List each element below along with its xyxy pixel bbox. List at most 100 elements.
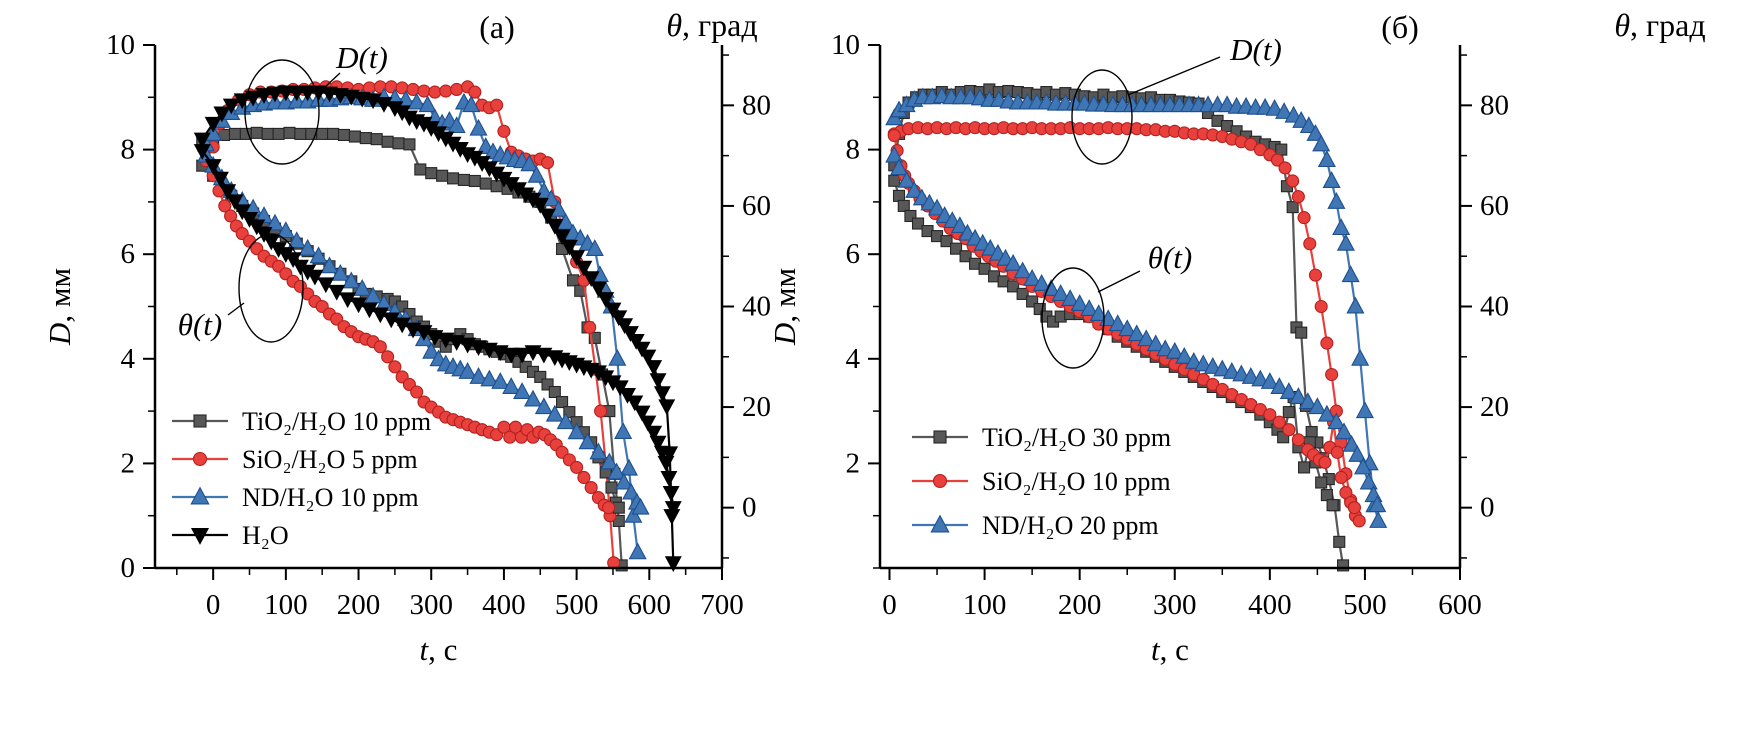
triangle-up-marker xyxy=(534,397,553,415)
triangle-up-marker xyxy=(1118,319,1137,337)
triangle-up-marker xyxy=(309,246,328,264)
triangle-up-marker xyxy=(1213,359,1232,377)
triangle-up-marker xyxy=(1317,150,1336,168)
circle-marker xyxy=(1330,445,1344,459)
x-tick-label: 200 xyxy=(337,589,381,621)
triangle-up-marker xyxy=(607,462,626,480)
circle-marker xyxy=(584,480,598,495)
triangle-up-marker xyxy=(1275,102,1294,119)
triangle-up-marker xyxy=(1342,434,1361,452)
triangle-up-marker xyxy=(1232,364,1251,382)
triangle-up-marker xyxy=(407,92,426,110)
circle-marker xyxy=(218,199,232,213)
circle-marker xyxy=(583,320,597,334)
triangle-down-marker xyxy=(597,292,615,308)
triangle-down-marker xyxy=(589,281,607,298)
triangle-up-marker xyxy=(1146,334,1165,352)
y-left-tick-label: 4 xyxy=(121,343,136,375)
circle-marker xyxy=(1282,423,1296,437)
circle-marker xyxy=(224,209,238,223)
circle-marker xyxy=(1308,268,1323,282)
triangle-down-marker xyxy=(513,347,531,364)
triangle-up-marker xyxy=(1251,369,1270,387)
annotation-ellipse xyxy=(244,59,320,165)
square-marker xyxy=(1336,559,1350,572)
circle-marker xyxy=(439,84,453,98)
square-marker xyxy=(897,199,910,212)
square-marker xyxy=(294,127,307,140)
triangle-down-marker xyxy=(653,386,671,403)
circle-marker xyxy=(1272,415,1286,429)
x-tick-label: 500 xyxy=(555,589,599,621)
y-right-tick-label: 60 xyxy=(1480,190,1509,222)
triangle-up-marker xyxy=(462,95,481,113)
panel-a: 0 100 200 300 400 500 600 7000246810020406080t,… xyxy=(42,7,771,667)
square-marker xyxy=(1333,535,1346,548)
y-right-tick-label: 0 xyxy=(742,492,757,524)
triangle-up-marker xyxy=(502,377,521,394)
triangle-down-marker xyxy=(633,405,651,422)
y-right-tick-label: 20 xyxy=(1480,391,1509,423)
x-tick-label: 500 xyxy=(1343,589,1387,621)
triangle-up-marker xyxy=(567,422,586,440)
square-marker xyxy=(1326,499,1339,512)
annotation-text: D(t) xyxy=(335,40,388,75)
triangle-up-marker xyxy=(1108,314,1127,332)
triangle-down-marker xyxy=(645,360,663,376)
triangle-up-marker xyxy=(1265,98,1284,116)
y-right-tick-label: 40 xyxy=(1480,291,1509,323)
triangle-up-marker xyxy=(1241,367,1260,384)
square-marker xyxy=(392,137,405,150)
circle-marker xyxy=(1325,367,1339,382)
triangle-down-marker xyxy=(193,144,211,160)
triangle-down-marker xyxy=(639,415,657,432)
square-marker xyxy=(1298,461,1311,474)
triangle-up-marker xyxy=(600,452,619,470)
square-marker xyxy=(359,132,372,145)
triangle-down-marker xyxy=(266,86,284,103)
series-nd-20-theta xyxy=(885,145,1387,513)
triangle-up-marker xyxy=(458,362,477,379)
square-marker xyxy=(1026,295,1039,308)
circle-marker xyxy=(540,156,555,170)
triangle-up-marker xyxy=(1322,171,1341,188)
legend-label: H₂O xyxy=(242,521,289,550)
triangle-up-marker xyxy=(1327,412,1346,430)
annotation-pointer-line xyxy=(1127,56,1221,96)
triangle-up-marker xyxy=(1023,268,1042,286)
square-marker xyxy=(1275,143,1288,156)
triangle-down-marker xyxy=(653,445,671,462)
series-tio2-d xyxy=(196,126,628,572)
triangle-down-marker xyxy=(662,486,680,502)
circle-marker xyxy=(1286,174,1300,188)
triangle-down-marker xyxy=(645,425,663,442)
triangle-down-marker xyxy=(568,250,586,267)
x-tick-label: 0 xyxy=(206,589,221,621)
square-marker xyxy=(283,126,296,139)
circle-marker xyxy=(887,128,901,143)
y-left-tick-label: 6 xyxy=(846,238,861,270)
square-marker xyxy=(888,174,901,187)
triangle-up-marker xyxy=(1194,354,1213,372)
y-right-axis-title: θ, град xyxy=(666,7,757,43)
triangle-up-marker xyxy=(1346,296,1365,314)
circle-marker xyxy=(450,82,464,97)
triangle-down-marker xyxy=(658,399,676,416)
triangle-up-marker xyxy=(1368,495,1387,513)
triangle-up-marker xyxy=(331,263,350,281)
triangle-up-marker xyxy=(422,341,441,359)
square-marker xyxy=(959,250,972,263)
triangle-up-marker xyxy=(353,279,372,296)
triangle-up-marker xyxy=(1004,253,1023,271)
triangle-down-marker xyxy=(393,317,411,334)
triangle-down-marker xyxy=(560,239,578,256)
circle-marker xyxy=(388,360,402,374)
y-right-tick-label: 60 xyxy=(742,190,771,222)
y-left-tick-label: 2 xyxy=(846,447,861,479)
square-marker xyxy=(1305,425,1318,439)
triangle-down-marker xyxy=(375,97,393,113)
triangle-up-marker xyxy=(520,154,539,172)
square-marker xyxy=(563,406,576,419)
